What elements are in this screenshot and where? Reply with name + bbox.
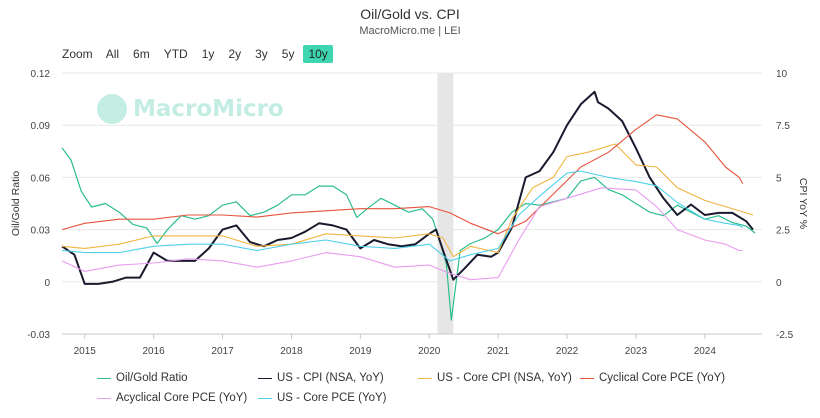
legend-swatch: [580, 377, 594, 379]
y-left-tick-label: 0: [44, 278, 50, 289]
y-right-tick-label: 2.5: [776, 226, 790, 237]
y-right-tick-label: 0: [776, 278, 782, 289]
y-right-tick-label: 5: [776, 173, 782, 184]
x-tick-label: 2016: [143, 346, 166, 357]
zoom-ytd-button[interactable]: YTD: [163, 47, 188, 61]
legend-item-cyclical-pce[interactable]: Cyclical Core PCE (YoY): [580, 372, 725, 384]
zoom-6m-button[interactable]: 6m: [133, 47, 150, 61]
chart-subtitle: MacroMicro.me | LEI: [359, 25, 461, 37]
legend-swatch: [97, 397, 111, 399]
watermark-text: MacroMicro: [133, 96, 284, 122]
legend-swatch: [418, 377, 432, 379]
series-line-core-cpi: [61, 143, 754, 258]
y-right-tick-label: 7.5: [776, 121, 790, 132]
y-left-tick-label: 0.09: [31, 121, 51, 132]
x-tick-label: 2022: [556, 346, 579, 357]
series-line-core-pce: [61, 170, 743, 262]
zoom-5y-button[interactable]: 5y: [281, 47, 295, 61]
zoom-10y-button[interactable]: 10y: [303, 45, 333, 63]
y-right-tick-label: 10: [776, 69, 788, 80]
y-left-tick-label: 0.03: [31, 226, 51, 237]
x-tick-label: 2023: [625, 346, 648, 357]
zoom-3y-button[interactable]: 3y: [255, 47, 268, 61]
legend-item-oil-gold[interactable]: Oil/Gold Ratio: [97, 372, 188, 384]
legend-label: US - Core PCE (YoY): [277, 392, 387, 404]
macromicro-logo-icon: [97, 94, 127, 124]
x-tick-label: 2020: [418, 346, 441, 357]
watermark: MacroMicro: [97, 94, 284, 124]
y-left-tick-label: 0.06: [31, 173, 51, 184]
y-right-axis-title: CPI YoY %: [797, 178, 809, 229]
legend-label: US - CPI (NSA, YoY): [277, 372, 384, 384]
zoom-2y-button[interactable]: 2y: [228, 47, 242, 61]
series-line-cyclical-pce: [61, 114, 744, 235]
x-tick-label: 2019: [349, 346, 372, 357]
legend-item-core-cpi[interactable]: US - Core CPI (NSA, YoY): [418, 372, 572, 384]
y-left-axis-title: Oil/Gold Ratio: [10, 171, 22, 237]
y-right-tick-label: -2.5: [776, 330, 794, 341]
x-tick-label: 2024: [694, 346, 717, 357]
series-line-oil-gold: [61, 147, 756, 321]
zoom-all-button[interactable]: All: [105, 47, 120, 61]
x-tick-label: 2017: [211, 346, 234, 357]
chart-title: Oil/Gold vs. CPI: [360, 6, 460, 22]
zoom-bar: Zoom All 6m YTD 1y 2y 3y 5y 10y: [62, 45, 333, 63]
recession-shade: [437, 73, 454, 334]
x-tick-label: 2015: [74, 346, 97, 357]
zoom-1y-button[interactable]: 1y: [201, 47, 215, 61]
legend-item-cpi[interactable]: US - CPI (NSA, YoY): [258, 372, 384, 384]
y-left-tick-label: -0.03: [27, 330, 50, 341]
zoom-label: Zoom: [62, 47, 93, 61]
legend-swatch: [258, 397, 272, 399]
series-line-acyclical-pce: [61, 187, 743, 281]
legend-label: US - Core CPI (NSA, YoY): [437, 372, 572, 384]
legend-label: Acyclical Core PCE (YoY): [116, 392, 248, 404]
legend-swatch: [97, 377, 111, 379]
legend-swatch: [258, 377, 272, 379]
legend-item-core-pce[interactable]: US - Core PCE (YoY): [258, 392, 387, 404]
x-tick-label: 2021: [487, 346, 510, 357]
x-tick-label: 2018: [280, 346, 303, 357]
legend-label: Oil/Gold Ratio: [116, 372, 188, 384]
legend-label: Cyclical Core PCE (YoY): [599, 372, 726, 384]
y-left-tick-label: 0.12: [31, 69, 51, 80]
legend-item-acyclical-pce[interactable]: Acyclical Core PCE (YoY): [97, 392, 247, 404]
